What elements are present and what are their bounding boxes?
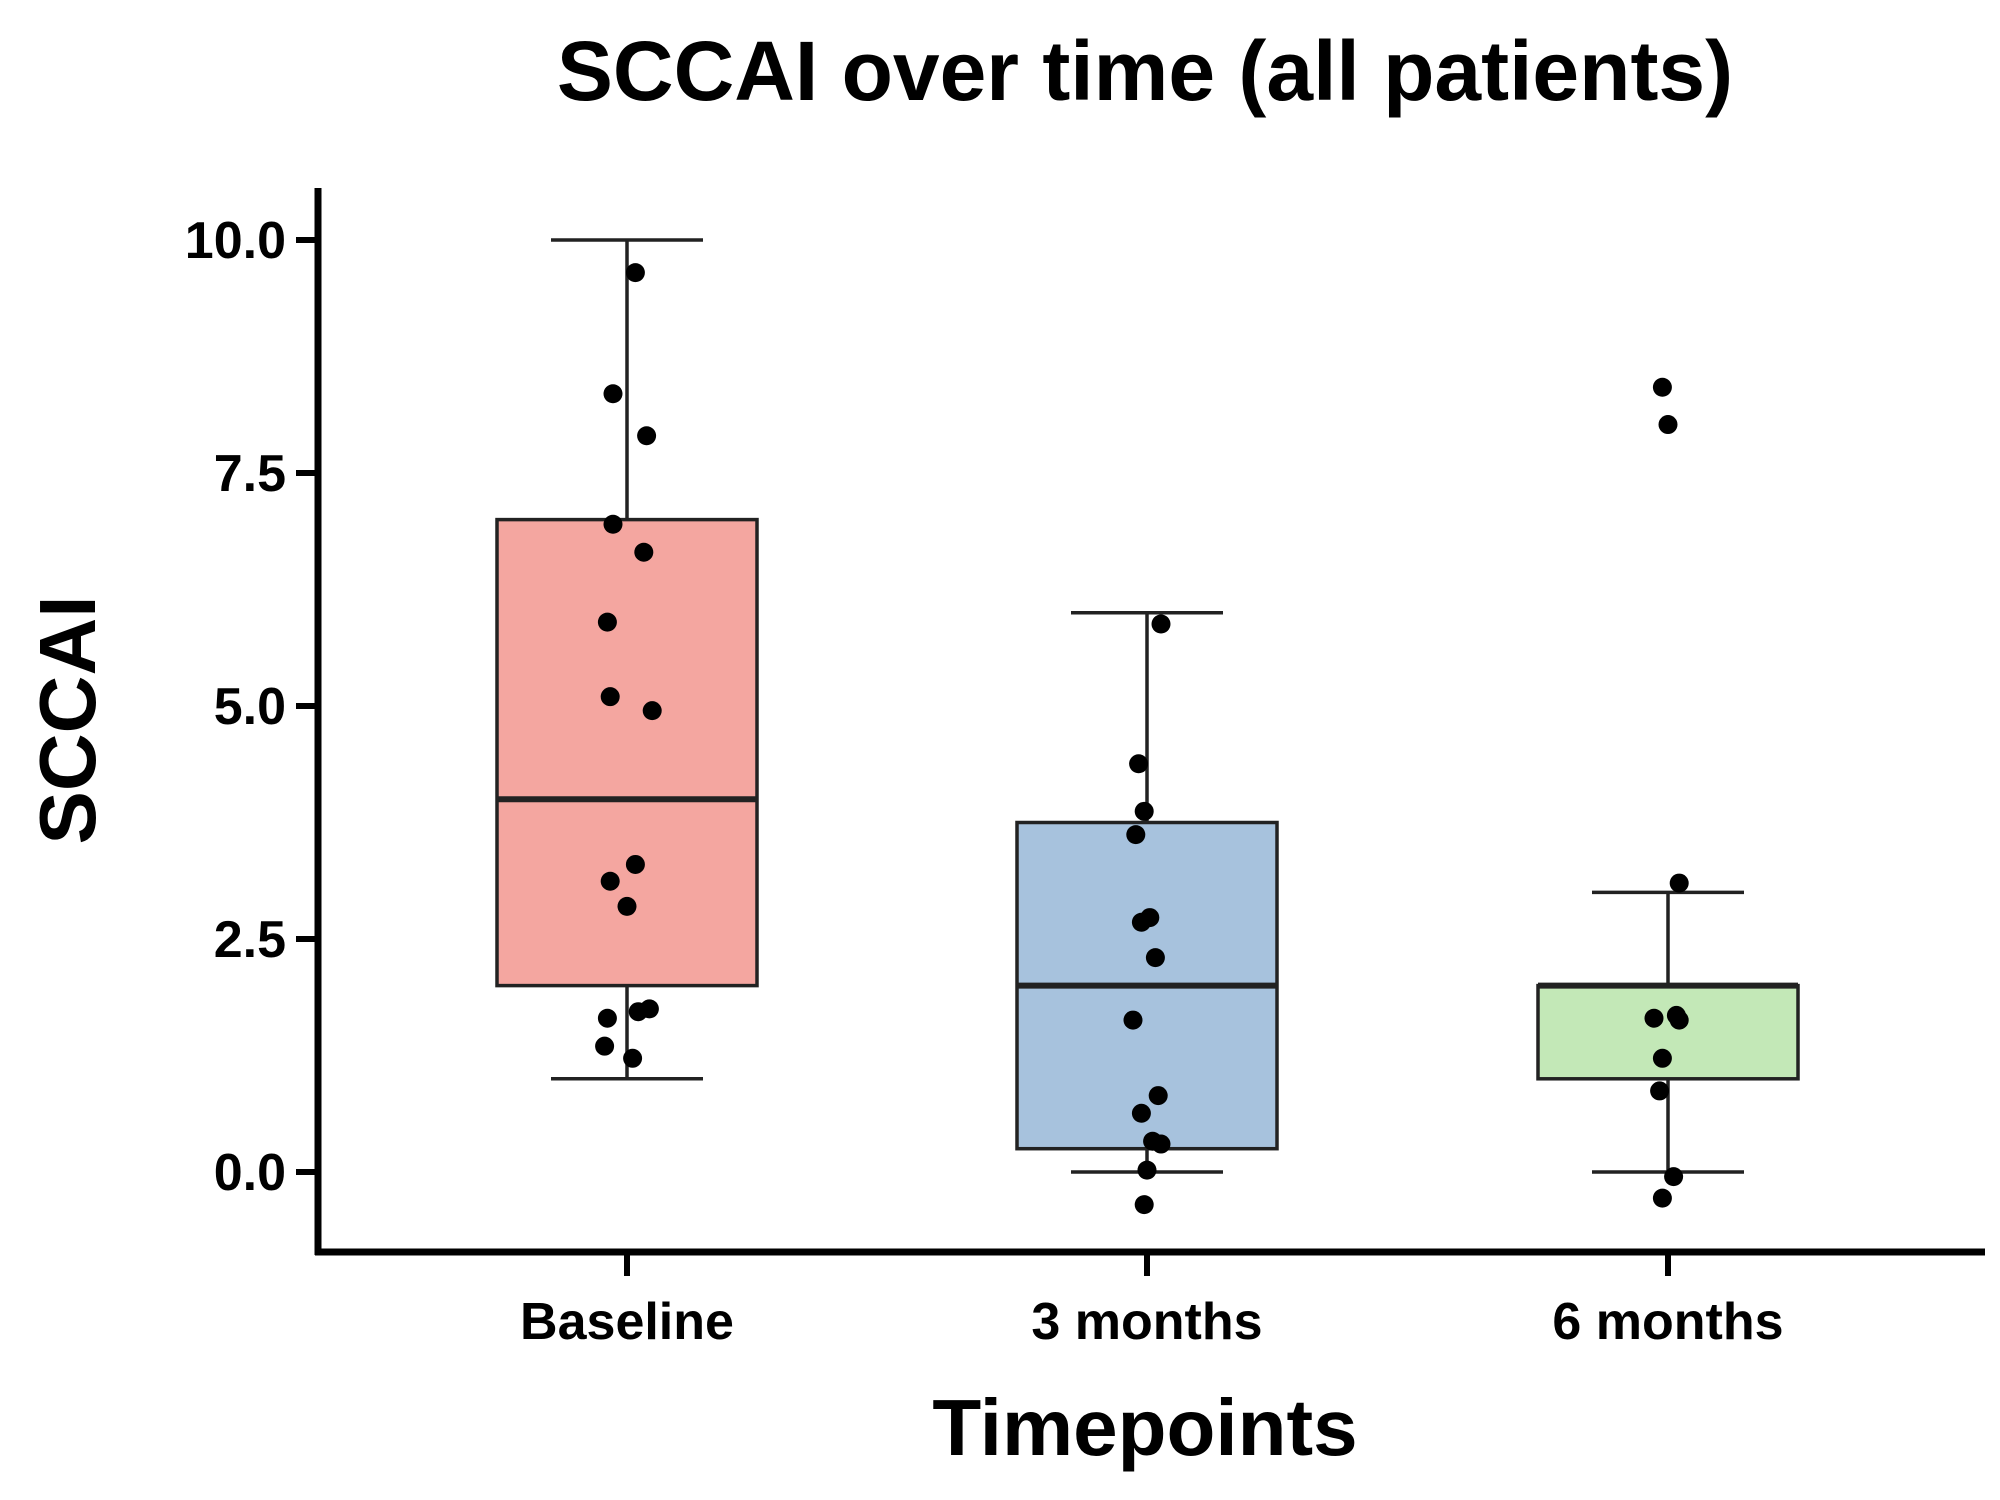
3-months-point-2 — [1134, 801, 1154, 821]
baseline-point-2 — [637, 426, 657, 446]
baseline-point-8 — [625, 854, 645, 874]
y-tick-label-0: 0.0 — [214, 1144, 286, 1202]
baseline-point-5 — [597, 612, 617, 632]
baseline-point-9 — [600, 871, 620, 891]
y-tick-label-2: 5.0 — [214, 678, 286, 736]
baseline-point-1 — [603, 384, 623, 404]
x-tick-label-1: 3 months — [1031, 1293, 1262, 1351]
6-months-point-5 — [1669, 1010, 1689, 1030]
baseline-point-10 — [617, 896, 637, 916]
6-months-point-1 — [1658, 415, 1678, 435]
6-months-point-6 — [1652, 1048, 1672, 1068]
3-months-point-8 — [1148, 1086, 1168, 1106]
6-months-point-9 — [1652, 1188, 1672, 1208]
x-tick-label-0: Baseline — [520, 1293, 734, 1351]
y-tick-label-4: 10.0 — [185, 212, 286, 270]
6-months-point-7 — [1650, 1081, 1670, 1101]
6-months-point-8 — [1664, 1167, 1684, 1187]
chart-title: SCCAI over time (all patients) — [557, 24, 1733, 118]
6-months-point-3 — [1644, 1008, 1664, 1028]
3-months-point-1 — [1129, 754, 1149, 774]
3-months-point-6 — [1145, 948, 1165, 968]
3-months-point-9 — [1131, 1103, 1151, 1123]
x-axis-title: Timepoints — [932, 1383, 1357, 1472]
3-months-point-0 — [1151, 614, 1171, 634]
baseline-point-4 — [634, 542, 654, 562]
6-months-point-0 — [1652, 377, 1672, 397]
3-months-point-3 — [1126, 825, 1146, 845]
6-months-point-2 — [1669, 873, 1689, 893]
baseline-point-15 — [623, 1048, 643, 1068]
3-months-point-13 — [1134, 1195, 1154, 1215]
3-months-point-11 — [1151, 1134, 1171, 1154]
y-tick-label-1: 2.5 — [214, 911, 286, 969]
baseline-point-0 — [625, 263, 645, 283]
baseline-point-11 — [597, 1008, 617, 1028]
baseline-point-7 — [642, 701, 662, 721]
baseline-point-3 — [603, 514, 623, 534]
baseline-point-13 — [639, 999, 659, 1019]
baseline-point-6 — [600, 687, 620, 707]
x-tick-label-2: 6 months — [1552, 1293, 1783, 1351]
3-months-point-12 — [1137, 1160, 1157, 1180]
3-months-point-7 — [1123, 1010, 1143, 1030]
y-tick-label-3: 7.5 — [214, 445, 286, 503]
3-months-point-5 — [1140, 908, 1160, 928]
baseline-point-14 — [595, 1036, 615, 1056]
y-axis-title: SCCAI — [23, 596, 112, 845]
plot-area: 0.0 2.5 5.0 7.5 10.0 Baseline 3 months 6 months — [185, 188, 1985, 1351]
